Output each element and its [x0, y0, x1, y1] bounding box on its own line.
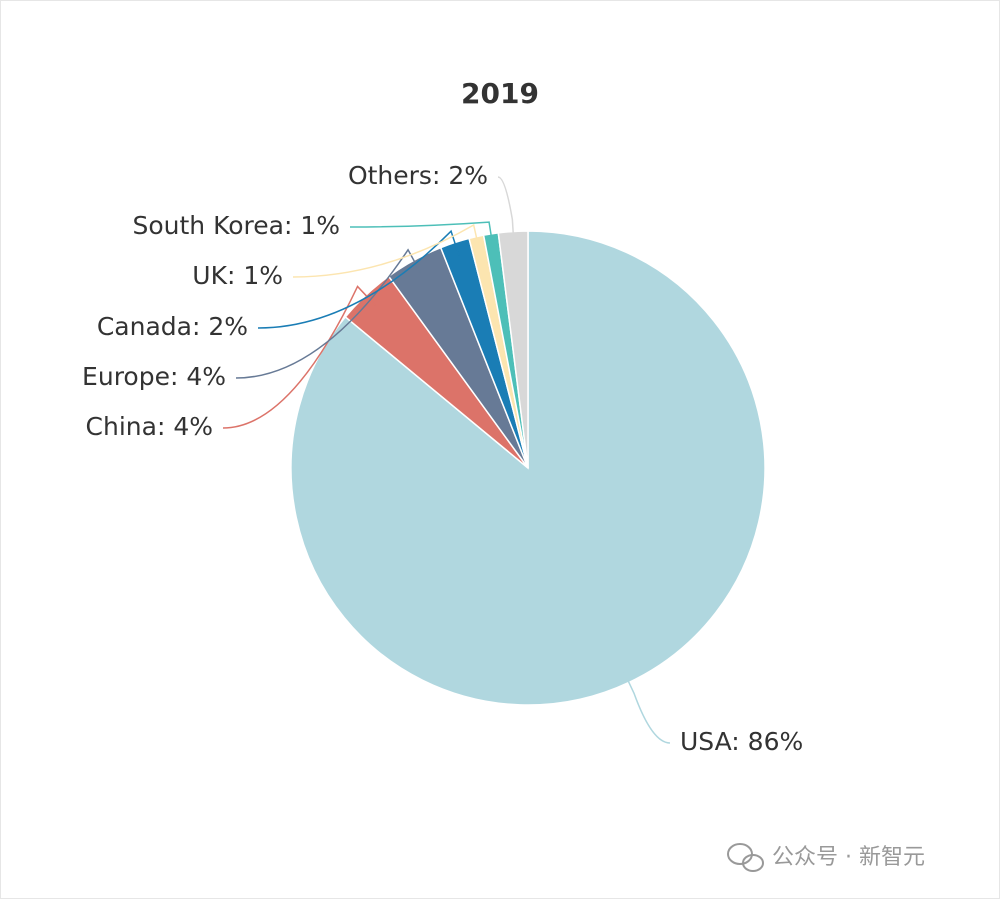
data-label: South Korea: 1% — [132, 211, 340, 240]
data-label: USA: 86% — [680, 727, 803, 756]
leader-line — [292, 223, 481, 278]
leader-line — [349, 221, 494, 248]
wechat-icon — [727, 843, 764, 872]
data-label: Canada: 2% — [97, 312, 248, 341]
leader-line — [235, 248, 422, 379]
leader-line — [222, 285, 376, 429]
data-label: Others: 2% — [348, 161, 488, 190]
data-label: China: 4% — [86, 412, 213, 441]
watermark: 公众号 · 新智元 — [772, 845, 925, 870]
leader-line — [622, 669, 671, 744]
data-label: UK: 1% — [192, 261, 283, 290]
data-label: Europe: 4% — [82, 362, 226, 391]
chart-title: 2019 — [461, 77, 539, 110]
leader-line — [497, 176, 515, 246]
